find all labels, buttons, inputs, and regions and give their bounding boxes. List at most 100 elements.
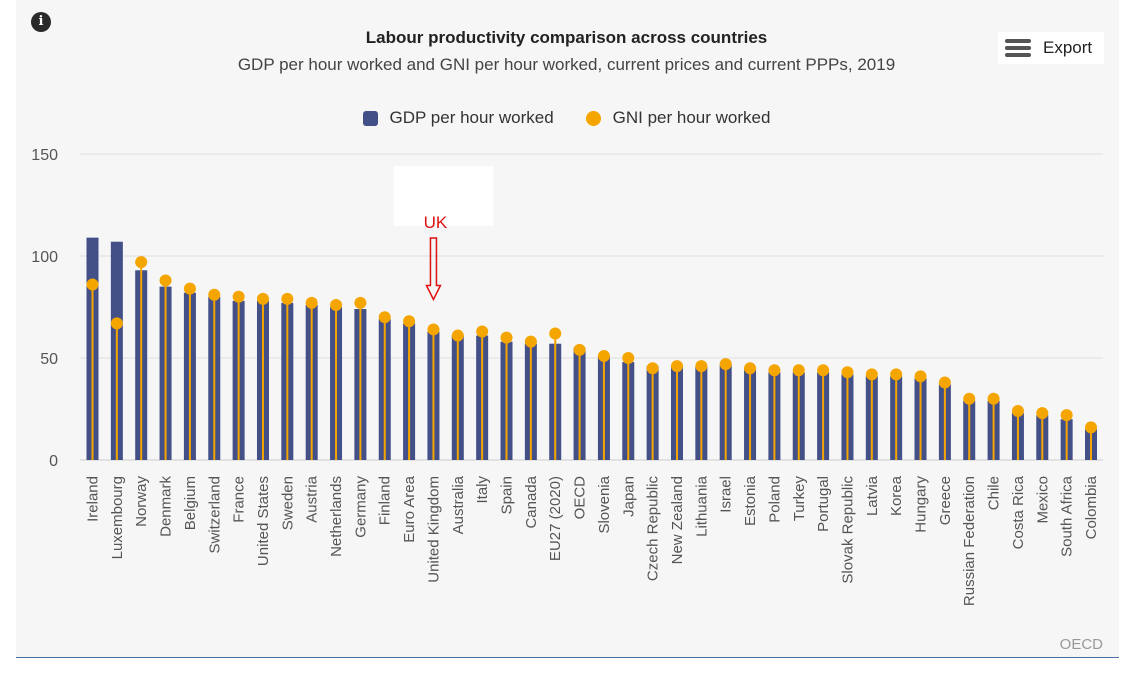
gdp-swatch-icon	[362, 110, 378, 126]
export-label: Export	[1043, 38, 1093, 57]
x-tick-label: United States	[255, 476, 272, 566]
x-tick-label: Switzerland	[206, 476, 223, 554]
x-tick-label: Euro Area	[401, 475, 418, 542]
y-tick-label: 0	[49, 453, 58, 470]
point-gni	[305, 296, 318, 309]
point-gni	[573, 343, 586, 356]
x-tick-label: Hungary	[913, 476, 930, 533]
point-gni	[159, 274, 172, 287]
x-tick-label: Germany	[352, 476, 369, 538]
x-tick-label: Austria	[304, 475, 321, 522]
point-gni	[427, 323, 440, 336]
legend-item-gdp[interactable]: GDP per hour worked	[362, 108, 554, 128]
point-gni	[549, 327, 562, 340]
x-tick-label: Slovenia	[596, 475, 613, 533]
x-tick-label: Sweden	[279, 476, 296, 530]
x-tick-label: Colombia	[1083, 475, 1100, 539]
panel-divider	[16, 657, 1119, 658]
point-gni	[841, 366, 854, 379]
legend-gni-label: GNI per hour worked	[612, 108, 771, 127]
x-tick-label: New Zealand	[669, 476, 686, 564]
point-gni	[987, 392, 1000, 405]
x-tick-label: Canada	[523, 475, 540, 528]
gni-swatch-icon	[585, 110, 601, 126]
point-gni	[135, 256, 148, 269]
point-gni	[86, 278, 99, 291]
legend-gdp-label: GDP per hour worked	[389, 108, 554, 127]
info-icon[interactable]: i	[31, 12, 51, 32]
x-tick-label: Portugal	[815, 476, 832, 532]
point-gni	[890, 368, 903, 381]
point-gni	[744, 362, 757, 375]
chart-panel	[16, 0, 1119, 658]
point-gni	[938, 376, 951, 389]
legend: GDP per hour worked GNI per hour worked	[0, 108, 1133, 128]
x-tick-label: Norway	[133, 476, 150, 527]
x-tick-label: United Kingdom	[425, 476, 442, 583]
legend-item-gni[interactable]: GNI per hour worked	[585, 108, 771, 128]
point-gni	[500, 331, 513, 344]
y-tick-label: 150	[31, 147, 58, 164]
point-gni	[622, 352, 635, 364]
chart-title: Labour productivity comparison across co…	[365, 28, 768, 47]
x-tick-label: EU27 (2020)	[547, 476, 564, 561]
x-tick-label: Greece	[937, 476, 954, 525]
x-tick-label: Slovak Republic	[839, 476, 856, 584]
point-gni	[670, 360, 683, 373]
x-tick-label: Russian Federation	[961, 476, 978, 606]
point-gni	[817, 364, 830, 377]
x-tick-label: Belgium	[182, 476, 199, 530]
x-tick-label: Poland	[766, 476, 783, 523]
point-gni	[914, 370, 927, 383]
point-gni	[963, 392, 976, 405]
credit-label[interactable]: OECD	[1059, 636, 1103, 653]
x-tick-label: Luxembourg	[109, 476, 126, 559]
x-tick-label: France	[231, 476, 248, 523]
y-tick-label: 50	[40, 351, 58, 368]
x-tick-label: Korea	[888, 475, 905, 516]
point-gni	[451, 329, 464, 342]
x-tick-label: Czech Republic	[645, 476, 662, 582]
x-tick-label: Latvia	[864, 475, 881, 516]
point-gni	[646, 362, 659, 375]
x-tick-label: Costa Rica	[1010, 475, 1027, 549]
x-tick-label: Mexico	[1034, 476, 1051, 524]
point-gni	[1036, 407, 1049, 420]
point-gni	[232, 290, 245, 303]
point-gni	[695, 360, 708, 373]
x-tick-label: Japan	[620, 476, 637, 517]
x-tick-label: Italy	[474, 476, 491, 504]
annotation-mask	[393, 166, 494, 226]
x-tick-label: Turkey	[791, 476, 808, 522]
point-gni	[792, 364, 805, 377]
point-gni	[208, 288, 221, 301]
point-gni	[719, 358, 732, 371]
point-gni	[865, 368, 878, 381]
point-gni	[281, 292, 294, 305]
x-tick-label: Estonia	[742, 475, 759, 526]
point-gni	[1060, 409, 1073, 422]
point-gni	[476, 325, 489, 338]
annotation-label: UK	[424, 213, 448, 232]
point-gni	[1085, 421, 1097, 434]
x-tick-label: Israel	[718, 476, 735, 513]
point-gni	[354, 296, 367, 309]
point-gni	[403, 315, 416, 328]
x-tick-label: Chile	[986, 476, 1003, 510]
point-gni	[597, 349, 610, 362]
point-gni	[524, 335, 537, 348]
x-tick-label: Denmark	[158, 476, 175, 537]
x-tick-label: Australia	[450, 475, 467, 534]
x-tick-label: Ireland	[85, 476, 102, 522]
point-gni	[256, 292, 269, 305]
y-tick-label: 100	[31, 249, 58, 266]
export-button[interactable]: Export	[998, 32, 1104, 64]
x-tick-label: South Africa	[1059, 475, 1076, 557]
point-gni	[768, 364, 781, 377]
menu-icon	[1005, 36, 1031, 60]
x-tick-label: OECD	[572, 476, 589, 520]
x-tick-label: Spain	[499, 476, 516, 514]
point-gni	[110, 317, 123, 330]
x-tick-label: Netherlands	[328, 476, 345, 557]
